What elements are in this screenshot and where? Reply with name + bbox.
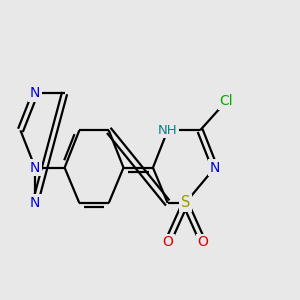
Text: N: N xyxy=(30,196,40,210)
Text: NH: NH xyxy=(158,124,178,137)
Text: N: N xyxy=(30,161,40,175)
Text: N: N xyxy=(210,161,220,175)
Text: O: O xyxy=(162,235,173,249)
Text: Cl: Cl xyxy=(220,94,233,108)
Text: O: O xyxy=(198,235,208,249)
Text: N: N xyxy=(30,86,40,100)
Text: S: S xyxy=(181,196,190,211)
